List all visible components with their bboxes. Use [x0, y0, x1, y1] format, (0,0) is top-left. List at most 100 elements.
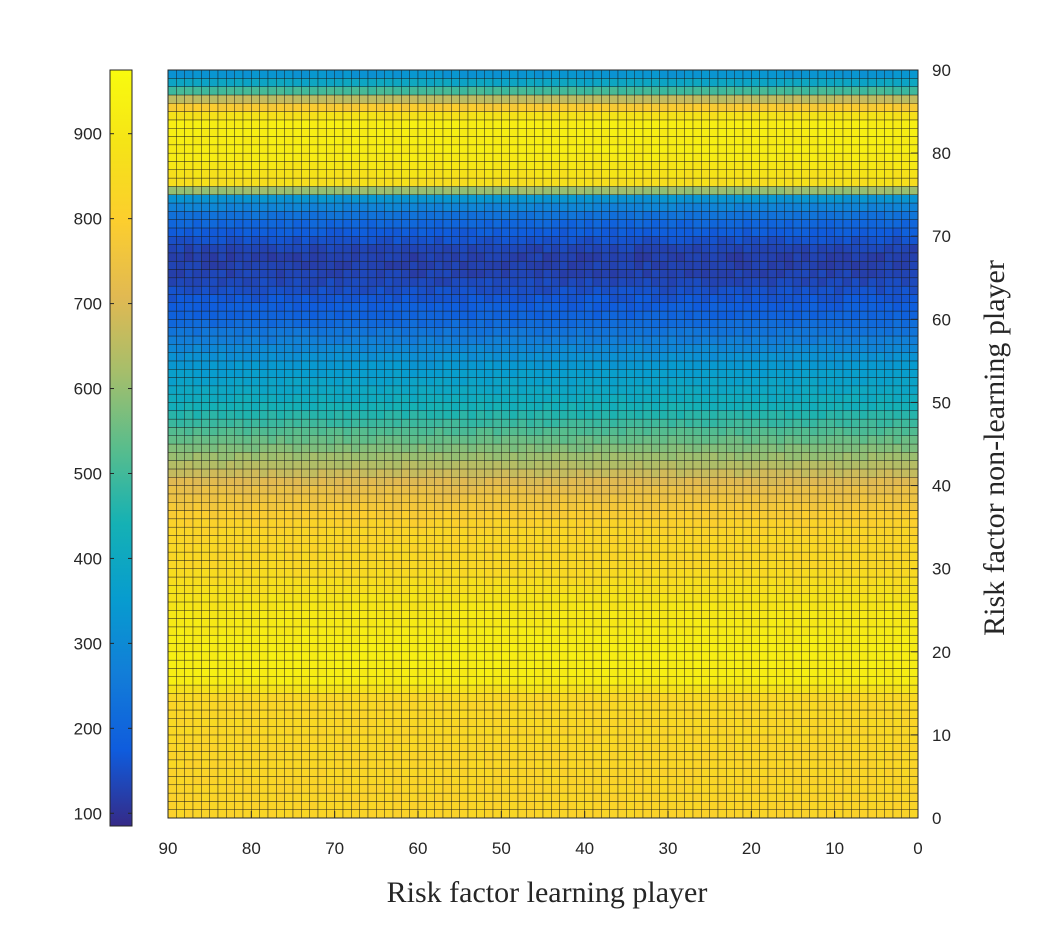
heatmap-cell [184, 560, 194, 569]
heatmap-cell [909, 693, 918, 702]
heatmap-cell [667, 809, 677, 818]
heatmap-cell [842, 792, 852, 802]
heatmap-cell [801, 784, 810, 794]
heatmap-cell [176, 568, 185, 578]
heatmap-cell [601, 377, 610, 387]
heatmap-cell [826, 485, 835, 495]
heatmap-cell [234, 510, 244, 520]
heatmap-cell [351, 576, 360, 586]
heatmap-cell [692, 809, 702, 818]
heatmap-cell [667, 709, 677, 719]
heatmap-cell [734, 518, 744, 528]
heatmap-cell [651, 693, 660, 702]
heatmap-cell [317, 742, 327, 752]
heatmap-cell [684, 718, 694, 727]
heatmap-cell [417, 626, 427, 636]
heatmap-cell [601, 443, 610, 453]
heatmap-cell [451, 593, 460, 603]
heatmap-cell [501, 485, 510, 495]
heatmap-cell [817, 809, 827, 818]
heatmap-cell [251, 651, 260, 661]
heatmap-cell [317, 626, 327, 636]
heatmap-cell [892, 501, 902, 511]
heatmap-cell [492, 634, 502, 644]
heatmap-cell [559, 676, 569, 686]
heatmap-cell [726, 776, 735, 786]
heatmap-cell [792, 668, 802, 677]
heatmap-cell [792, 576, 802, 586]
heatmap-cell [792, 759, 802, 769]
heatmap-cell [442, 585, 452, 594]
heatmap-cell [317, 543, 327, 553]
heatmap-cell [276, 510, 285, 520]
heatmap-cell [776, 501, 785, 511]
heatmap-cell [809, 585, 819, 594]
heatmap-cell [201, 659, 210, 669]
heatmap-cell [234, 377, 244, 387]
heatmap-cell [867, 493, 877, 503]
heatmap-cell [451, 485, 460, 495]
heatmap-cell [792, 601, 802, 611]
heatmap-cell [801, 560, 810, 569]
heatmap-cell [592, 593, 602, 603]
heatmap-cell [359, 460, 369, 470]
heatmap-cell [267, 510, 277, 520]
heatmap-cell [851, 643, 860, 653]
heatmap-cell [884, 560, 894, 569]
heatmap-cell [526, 477, 535, 486]
heatmap-cell [642, 543, 652, 553]
heatmap-cell [309, 535, 319, 545]
heatmap-cell [334, 726, 344, 736]
heatmap-cell [742, 452, 752, 461]
heatmap-cell [651, 626, 660, 636]
heatmap-cell [784, 659, 794, 669]
heatmap-cell [426, 551, 435, 561]
heatmap-cell [217, 551, 227, 561]
heatmap-cell [892, 792, 902, 802]
heatmap-cell [834, 759, 844, 769]
heatmap-cell [726, 435, 735, 445]
heatmap-cell [892, 585, 902, 594]
heatmap-cell [909, 601, 918, 611]
heatmap-cell [801, 659, 810, 669]
heatmap-cell [351, 510, 360, 520]
heatmap-cell [409, 568, 419, 578]
heatmap-cell [359, 651, 369, 661]
heatmap-cell [309, 651, 319, 661]
heatmap-cell [526, 526, 535, 536]
heatmap-cell [417, 709, 427, 719]
heatmap-cell [884, 759, 894, 769]
heatmap-cell [751, 535, 760, 545]
heatmap-cell [451, 560, 460, 569]
heatmap-cell [742, 585, 752, 594]
heatmap-cell [309, 742, 319, 752]
heatmap-cell [817, 784, 827, 794]
heatmap-cell [359, 643, 369, 653]
heatmap-cell [492, 585, 502, 594]
heatmap-cell [667, 393, 677, 403]
heatmap-cell [434, 626, 444, 636]
heatmap-cell [226, 427, 235, 436]
heatmap-cell [417, 618, 427, 628]
heatmap-cell [392, 718, 402, 727]
heatmap-cell [701, 718, 710, 727]
heatmap-cell [667, 718, 677, 727]
heatmap-cell [709, 402, 719, 412]
heatmap-cell [776, 585, 785, 594]
heatmap-cell [534, 360, 544, 370]
heatmap-cell [884, 593, 894, 603]
heatmap-cell [651, 452, 660, 461]
heatmap-cell [684, 726, 694, 736]
heatmap-cell [584, 726, 594, 736]
heatmap-cell [276, 377, 285, 387]
heatmap-cell [834, 477, 844, 486]
heatmap-cell [509, 759, 519, 769]
heatmap-cell [601, 726, 610, 736]
heatmap-cell [509, 427, 519, 436]
heatmap-cell [842, 676, 852, 686]
heatmap-cell [401, 585, 410, 594]
heatmap-cell [676, 377, 685, 387]
heatmap-cell [626, 601, 635, 611]
heatmap-cell [792, 510, 802, 520]
heatmap-cell [401, 593, 410, 603]
